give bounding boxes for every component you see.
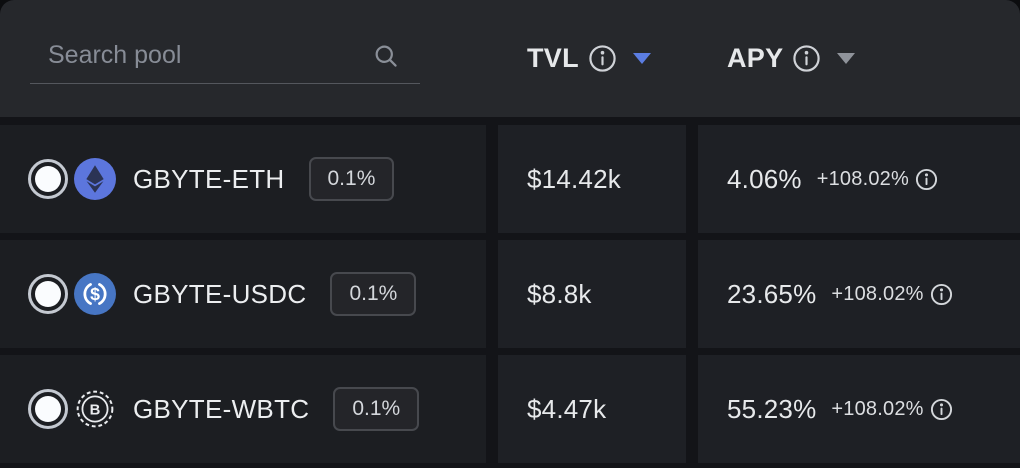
pair-name: GBYTE-USDC [133, 278, 307, 309]
search-icon [372, 42, 400, 70]
fee-badge: 0.1% [308, 157, 395, 201]
tvl-value: $4.47k [527, 393, 607, 424]
pair-name: GBYTE-ETH [133, 163, 285, 194]
apy-column-header-cell: APY [698, 43, 1020, 74]
tvl-column-label: TVL [527, 43, 579, 73]
pool-cell[interactable]: B GBYTE-WBTC 0.1% [0, 355, 486, 463]
apy-sort-desc-icon[interactable] [837, 53, 856, 64]
tvl-sort-desc-icon[interactable] [632, 53, 651, 64]
apy-bonus-info-icon[interactable] [930, 283, 953, 306]
fee-badge: 0.1% [330, 272, 417, 316]
apy-bonus-value: +108.02% [831, 282, 924, 305]
gbyte-icon [28, 274, 68, 314]
pool-cell[interactable]: $ GBYTE-USDC 0.1% [0, 240, 486, 348]
tvl-cell[interactable]: $8.8k [498, 240, 686, 348]
apy-info-icon[interactable] [792, 44, 821, 73]
apy-sort-header[interactable]: APY [727, 43, 1020, 74]
apy-value: 55.23% [727, 393, 817, 424]
tvl-sort-header[interactable]: TVL [527, 43, 686, 74]
gbyte-icon [28, 159, 68, 199]
eth-icon [74, 158, 116, 200]
usdc-icon: $ [74, 273, 116, 315]
tvl-cell[interactable]: $4.47k [498, 355, 686, 463]
tvl-info-icon[interactable] [588, 44, 617, 73]
apy-value: 4.06% [727, 163, 802, 194]
search-input[interactable] [30, 33, 420, 84]
wbtc-icon: B [74, 388, 116, 430]
pair-name: GBYTE-WBTC [133, 393, 310, 424]
tvl-cell[interactable]: $14.42k [498, 125, 686, 233]
svg-text:$: $ [90, 284, 100, 304]
apy-cell[interactable]: 23.65% +108.02% [698, 240, 1020, 348]
apy-bonus-info-icon[interactable] [915, 168, 938, 191]
tvl-value: $8.8k [527, 278, 592, 309]
apy-cell[interactable]: 55.23% +108.02% [698, 355, 1020, 463]
pool-cell[interactable]: GBYTE-ETH 0.1% [0, 125, 486, 233]
svg-text:B: B [90, 402, 101, 418]
search-field [30, 33, 420, 84]
search-column [0, 33, 486, 84]
tvl-value: $14.42k [527, 163, 621, 194]
pool-row-gbyte-eth[interactable]: GBYTE-ETH 0.1% $14.42k 4.06% +108.02% [0, 125, 1020, 233]
apy-bonus-info-icon[interactable] [930, 398, 953, 421]
tvl-column-header-cell: TVL [498, 43, 686, 74]
pool-row-gbyte-usdc[interactable]: $ GBYTE-USDC 0.1% $8.8k 23.65% +108.02% [0, 240, 1020, 348]
apy-bonus-value: +108.02% [816, 167, 909, 190]
table-header: TVL APY [0, 0, 1020, 117]
apy-column-label: APY [727, 43, 784, 73]
gbyte-icon [28, 389, 68, 429]
apy-value: 23.65% [727, 278, 817, 309]
apy-cell[interactable]: 4.06% +108.02% [698, 125, 1020, 233]
apy-bonus-value: +108.02% [831, 397, 924, 420]
pool-row-gbyte-wbtc[interactable]: B GBYTE-WBTC 0.1% $4.47k 55.23% +108.02% [0, 355, 1020, 463]
fee-badge: 0.1% [333, 387, 420, 431]
